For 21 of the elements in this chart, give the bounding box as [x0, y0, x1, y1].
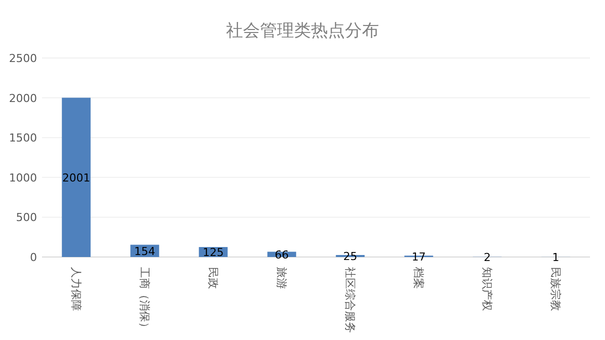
x-tick-label: 档案 — [412, 266, 425, 289]
data-label: 154 — [134, 244, 156, 258]
data-label: 2 — [484, 250, 491, 264]
bar — [62, 98, 91, 257]
data-label: 2001 — [62, 171, 90, 184]
x-tick-label: 旅游 — [274, 267, 288, 289]
data-label: 125 — [202, 246, 224, 260]
y-tick-label: 2500 — [9, 52, 37, 65]
y-tick-label: 1500 — [9, 132, 37, 145]
x-tick-label: 社区综合服务 — [343, 267, 356, 333]
x-tick-label: 工商（消保） — [138, 267, 151, 333]
x-tick-label: 民族宗教 — [548, 267, 562, 311]
y-tick-label: 1000 — [9, 171, 37, 184]
y-tick-label: 0 — [30, 251, 37, 264]
x-tick-label: 民政 — [206, 267, 220, 289]
y-tick-label: 500 — [16, 211, 37, 224]
y-tick-label: 2000 — [9, 92, 37, 105]
chart-title: 社会管理类热点分布 — [226, 21, 379, 41]
data-label: 1 — [552, 250, 560, 264]
x-tick-label: 人力保障 — [69, 267, 82, 311]
x-tick-label: 知识产权 — [480, 267, 494, 311]
